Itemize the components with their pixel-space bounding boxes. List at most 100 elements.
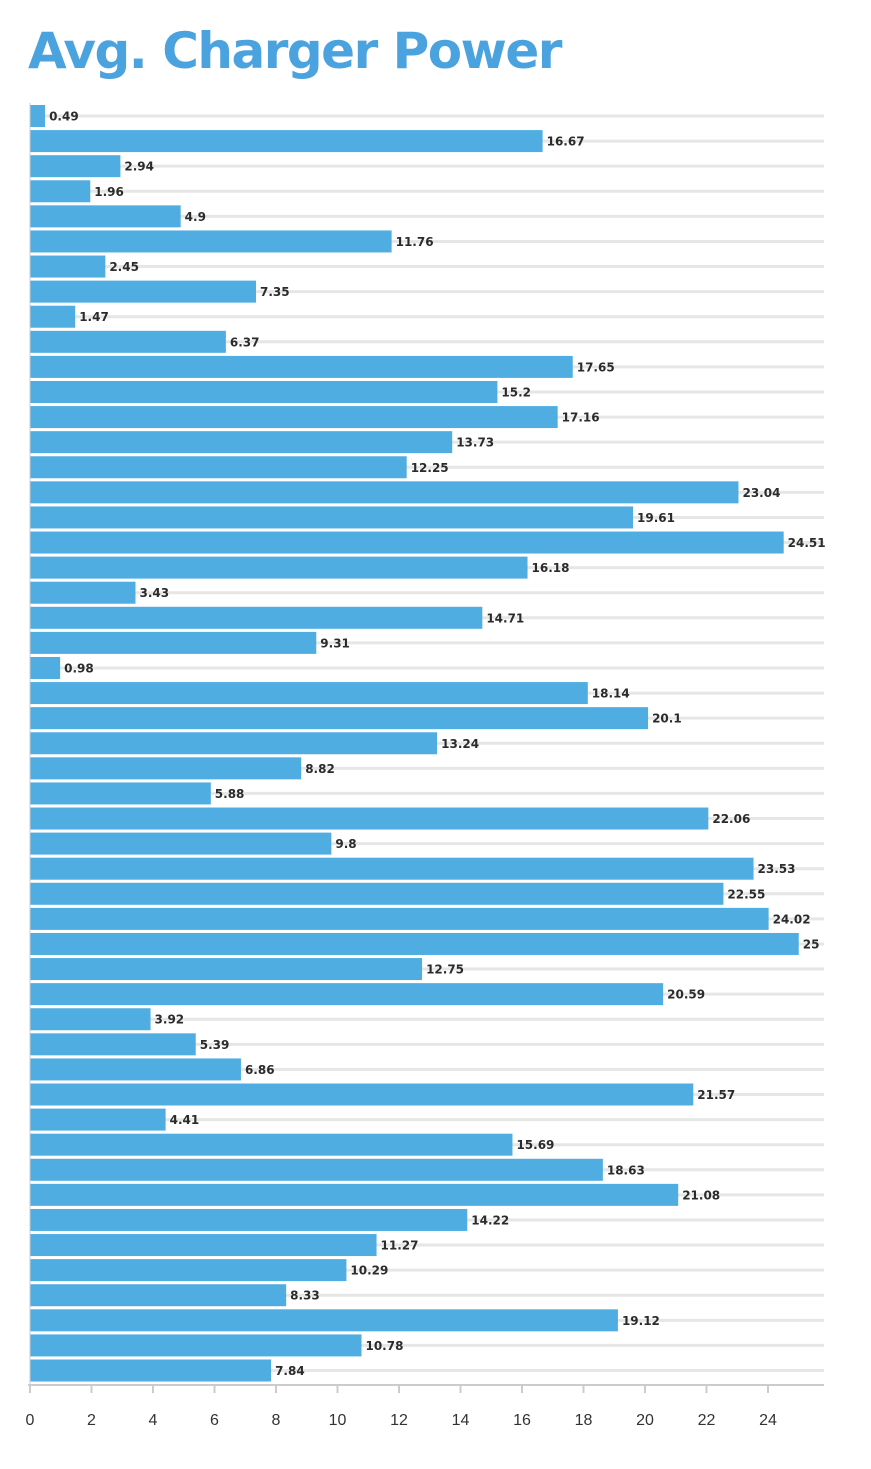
bar — [30, 1259, 347, 1282]
bar — [30, 857, 754, 880]
bar — [30, 531, 784, 554]
bar — [30, 406, 558, 429]
bar-value-label: 24.51 — [788, 536, 826, 550]
x-axis: 0 2 4 6 8 10 12 14 16 18 20 22 24 — [26, 103, 824, 1429]
bar-value-label: 8.33 — [290, 1289, 320, 1303]
bar-value-label: 15.2 — [501, 385, 531, 399]
x-tick-label: 6 — [210, 1412, 219, 1429]
bar-value-label: 10.78 — [365, 1339, 403, 1353]
bar-value-label: 15.69 — [516, 1138, 554, 1152]
bar-value-label: 13.24 — [441, 737, 479, 751]
bar — [30, 932, 799, 955]
bar-value-label: 6.37 — [230, 335, 260, 349]
bar-value-label: 1.96 — [94, 185, 124, 199]
bar-value-label: 22.55 — [727, 887, 765, 901]
bar — [30, 431, 453, 454]
bars: 0.49 16.67 2.941.96 4.9 11.76 2.45 7.35 1.47 6.3… — [30, 105, 826, 1382]
bar — [30, 105, 46, 127]
bar-value-label: 5.88 — [215, 787, 245, 801]
bar-value-label: 9.31 — [320, 636, 350, 650]
bar-value-label: 25 — [803, 937, 820, 951]
x-tick-label: 16 — [513, 1412, 531, 1429]
bar-value-label: 0.49 — [49, 110, 79, 124]
bar — [30, 230, 392, 253]
bar — [30, 506, 634, 529]
bar-value-label: 4.9 — [185, 210, 206, 224]
bar — [30, 305, 76, 328]
bar-value-label: 21.57 — [697, 1088, 735, 1102]
bar — [30, 832, 332, 855]
bar-value-label: 11.76 — [396, 235, 434, 249]
bar — [30, 1158, 603, 1181]
bar-value-label: 7.84 — [275, 1364, 305, 1378]
bar-value-label: 6.86 — [245, 1063, 275, 1077]
bar-value-label: 17.16 — [562, 411, 600, 425]
bar — [30, 1284, 287, 1307]
bar-value-label: 23.53 — [758, 862, 796, 876]
bar — [30, 882, 724, 905]
bar — [30, 782, 211, 805]
bar-value-label: 3.43 — [139, 586, 169, 600]
bar — [30, 757, 302, 780]
bar-value-label: 13.73 — [456, 436, 494, 450]
bar-value-label: 22.06 — [712, 812, 750, 826]
bar — [30, 983, 664, 1006]
bar-value-label: 7.35 — [260, 285, 290, 299]
bar — [30, 355, 573, 378]
bar — [30, 280, 257, 303]
bar-value-label: 10.29 — [350, 1264, 388, 1278]
bar — [30, 380, 498, 403]
x-tick-label: 4 — [149, 1412, 158, 1429]
bar — [30, 255, 106, 278]
x-tick-label: 0 — [26, 1412, 35, 1429]
bar — [30, 606, 483, 629]
bar-value-label: 2.94 — [124, 160, 154, 174]
bar — [30, 682, 588, 705]
bar-value-label: 14.71 — [486, 611, 524, 625]
bar-value-label: 23.04 — [742, 486, 780, 500]
x-tick-label: 24 — [759, 1412, 777, 1429]
x-tick-label: 20 — [636, 1412, 654, 1429]
bar — [30, 732, 438, 755]
bar-value-label: 3.92 — [155, 1013, 185, 1027]
grid-lines — [30, 114, 824, 1372]
bar — [30, 807, 709, 830]
bar-value-label: 20.59 — [667, 988, 705, 1002]
bar — [30, 1033, 196, 1056]
bar — [30, 180, 91, 203]
bar — [30, 130, 543, 153]
bar-value-label: 16.67 — [547, 135, 585, 149]
x-tick-label: 12 — [390, 1412, 408, 1429]
bar-value-label: 5.39 — [200, 1038, 230, 1052]
bar-value-label: 20.1 — [652, 712, 682, 726]
bar-value-label: 2.45 — [109, 260, 139, 274]
bar-value-label: 9.8 — [335, 837, 356, 851]
bar-value-label: 24.02 — [773, 912, 811, 926]
bar — [30, 707, 649, 730]
bar — [30, 1334, 362, 1357]
bar-value-label: 21.08 — [682, 1188, 720, 1202]
bar — [30, 556, 528, 579]
bar — [30, 581, 136, 604]
bar — [30, 330, 226, 353]
bar-value-label: 0.98 — [64, 661, 94, 675]
bar-value-label: 1.47 — [79, 310, 109, 324]
bar-value-label: 19.61 — [637, 511, 675, 525]
bar — [30, 1234, 377, 1257]
bar — [30, 1058, 241, 1081]
bar — [30, 1309, 618, 1332]
bar — [30, 155, 121, 178]
bar-value-label: 14.22 — [471, 1213, 509, 1227]
bar — [30, 631, 317, 654]
bar-value-label: 12.25 — [411, 461, 449, 475]
bar — [30, 1008, 151, 1031]
bar — [30, 656, 61, 679]
bar-value-label: 18.63 — [607, 1163, 645, 1177]
bar — [30, 1359, 272, 1382]
bar-value-label: 19.12 — [622, 1314, 660, 1328]
bar — [30, 1083, 694, 1106]
bar-value-label: 8.82 — [305, 762, 335, 776]
x-tick-label: 8 — [272, 1412, 281, 1429]
bar — [30, 907, 769, 930]
